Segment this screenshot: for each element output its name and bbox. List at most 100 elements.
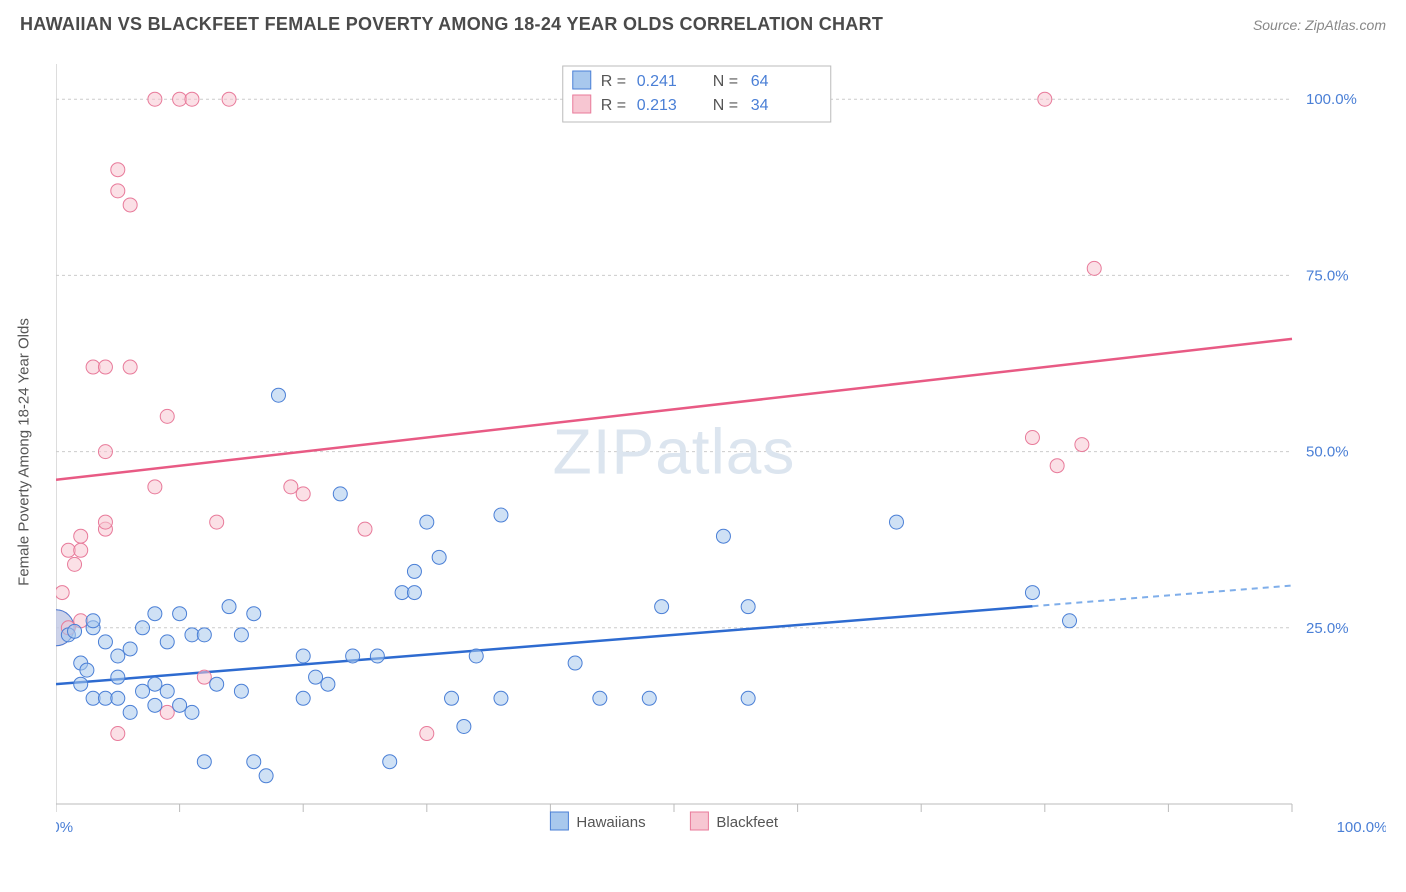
scatter-point: [111, 163, 125, 177]
scatter-point: [136, 684, 150, 698]
legend-r-value: 0.241: [637, 73, 677, 90]
scatter-point: [148, 480, 162, 494]
scatter-point: [123, 360, 137, 374]
scatter-point: [222, 600, 236, 614]
scatter-point: [197, 628, 211, 642]
scatter-point: [420, 727, 434, 741]
scatter-point: [173, 607, 187, 621]
scatter-point: [74, 529, 88, 543]
scatter-point: [86, 614, 100, 628]
scatter-point: [655, 600, 669, 614]
legend-n-label: N =: [713, 73, 738, 90]
scatter-point: [494, 691, 508, 705]
legend-swatch: [550, 812, 568, 830]
scatter-point: [1063, 614, 1077, 628]
scatter-point: [98, 515, 112, 529]
svg-text:0.0%: 0.0%: [56, 819, 73, 836]
legend-series-label: Hawaiians: [576, 814, 645, 831]
scatter-chart: 25.0% 50.0% 75.0% 100.0% 0.0% 100.0% ZIPatlas R…: [56, 52, 1386, 852]
scatter-point: [123, 705, 137, 719]
scatter-point: [642, 691, 656, 705]
scatter-point: [346, 649, 360, 663]
y-axis-label: Female Poverty Among 18-24 Year Olds: [16, 318, 33, 586]
scatter-point: [148, 607, 162, 621]
scatter-point: [234, 684, 248, 698]
scatter-point: [1025, 431, 1039, 445]
scatter-point: [234, 628, 248, 642]
svg-text:100.0%: 100.0%: [1337, 819, 1386, 836]
scatter-point: [1087, 261, 1101, 275]
scatter-point: [370, 649, 384, 663]
scatter-point: [197, 670, 211, 684]
scatter-point: [222, 92, 236, 106]
legend-r-label: R =: [601, 73, 626, 90]
scatter-point: [296, 487, 310, 501]
svg-text:50.0%: 50.0%: [1306, 444, 1349, 461]
scatter-point: [741, 600, 755, 614]
scatter-point: [309, 670, 323, 684]
scatter-point: [98, 445, 112, 459]
scatter-point: [160, 409, 174, 423]
scatter-point: [593, 691, 607, 705]
chart-title: HAWAIIAN VS BLACKFEET FEMALE POVERTY AMO…: [20, 14, 883, 35]
scatter-point: [333, 487, 347, 501]
scatter-point: [160, 705, 174, 719]
scatter-point: [210, 515, 224, 529]
scatter-point: [123, 642, 137, 656]
scatter-point: [1038, 92, 1052, 106]
scatter-point: [160, 635, 174, 649]
legend-n-value: 34: [751, 97, 769, 114]
scatter-point: [197, 755, 211, 769]
scatter-point: [111, 184, 125, 198]
scatter-point: [296, 649, 310, 663]
scatter-point: [185, 92, 199, 106]
scatter-point: [321, 677, 335, 691]
scatter-point: [1050, 459, 1064, 473]
scatter-point: [111, 649, 125, 663]
scatter-point: [407, 586, 421, 600]
scatter-point: [210, 677, 224, 691]
legend-r-value: 0.213: [637, 97, 677, 114]
scatter-point: [74, 677, 88, 691]
scatter-point: [98, 360, 112, 374]
svg-text:100.0%: 100.0%: [1306, 91, 1357, 108]
scatter-point: [247, 607, 261, 621]
legend-swatch: [573, 71, 591, 89]
scatter-point: [432, 550, 446, 564]
chart-source: Source: ZipAtlas.com: [1253, 17, 1386, 33]
scatter-point: [1025, 586, 1039, 600]
legend-r-label: R =: [601, 97, 626, 114]
scatter-point: [889, 515, 903, 529]
scatter-point: [111, 670, 125, 684]
scatter-point: [98, 635, 112, 649]
scatter-point: [741, 691, 755, 705]
scatter-point: [494, 508, 508, 522]
svg-text:25.0%: 25.0%: [1306, 620, 1349, 637]
scatter-point: [148, 677, 162, 691]
scatter-point: [358, 522, 372, 536]
scatter-point: [111, 727, 125, 741]
scatter-point: [284, 480, 298, 494]
scatter-point: [68, 624, 82, 638]
legend-n-value: 64: [751, 73, 769, 90]
svg-text:ZIPatlas: ZIPatlas: [553, 416, 796, 488]
scatter-point: [259, 769, 273, 783]
scatter-point: [80, 663, 94, 677]
scatter-point: [469, 649, 483, 663]
scatter-point: [56, 586, 69, 600]
legend-series-label: Blackfeet: [716, 814, 779, 831]
scatter-point: [271, 388, 285, 402]
scatter-point: [457, 719, 471, 733]
scatter-point: [136, 621, 150, 635]
scatter-point: [111, 691, 125, 705]
chart-area: Female Poverty Among 18-24 Year Olds 25.…: [56, 52, 1386, 852]
scatter-point: [383, 755, 397, 769]
legend-swatch: [573, 95, 591, 113]
svg-text:75.0%: 75.0%: [1306, 267, 1349, 284]
scatter-point: [420, 515, 434, 529]
legend-n-label: N =: [713, 97, 738, 114]
scatter-point: [160, 684, 174, 698]
scatter-point: [407, 564, 421, 578]
scatter-point: [568, 656, 582, 670]
scatter-point: [296, 691, 310, 705]
